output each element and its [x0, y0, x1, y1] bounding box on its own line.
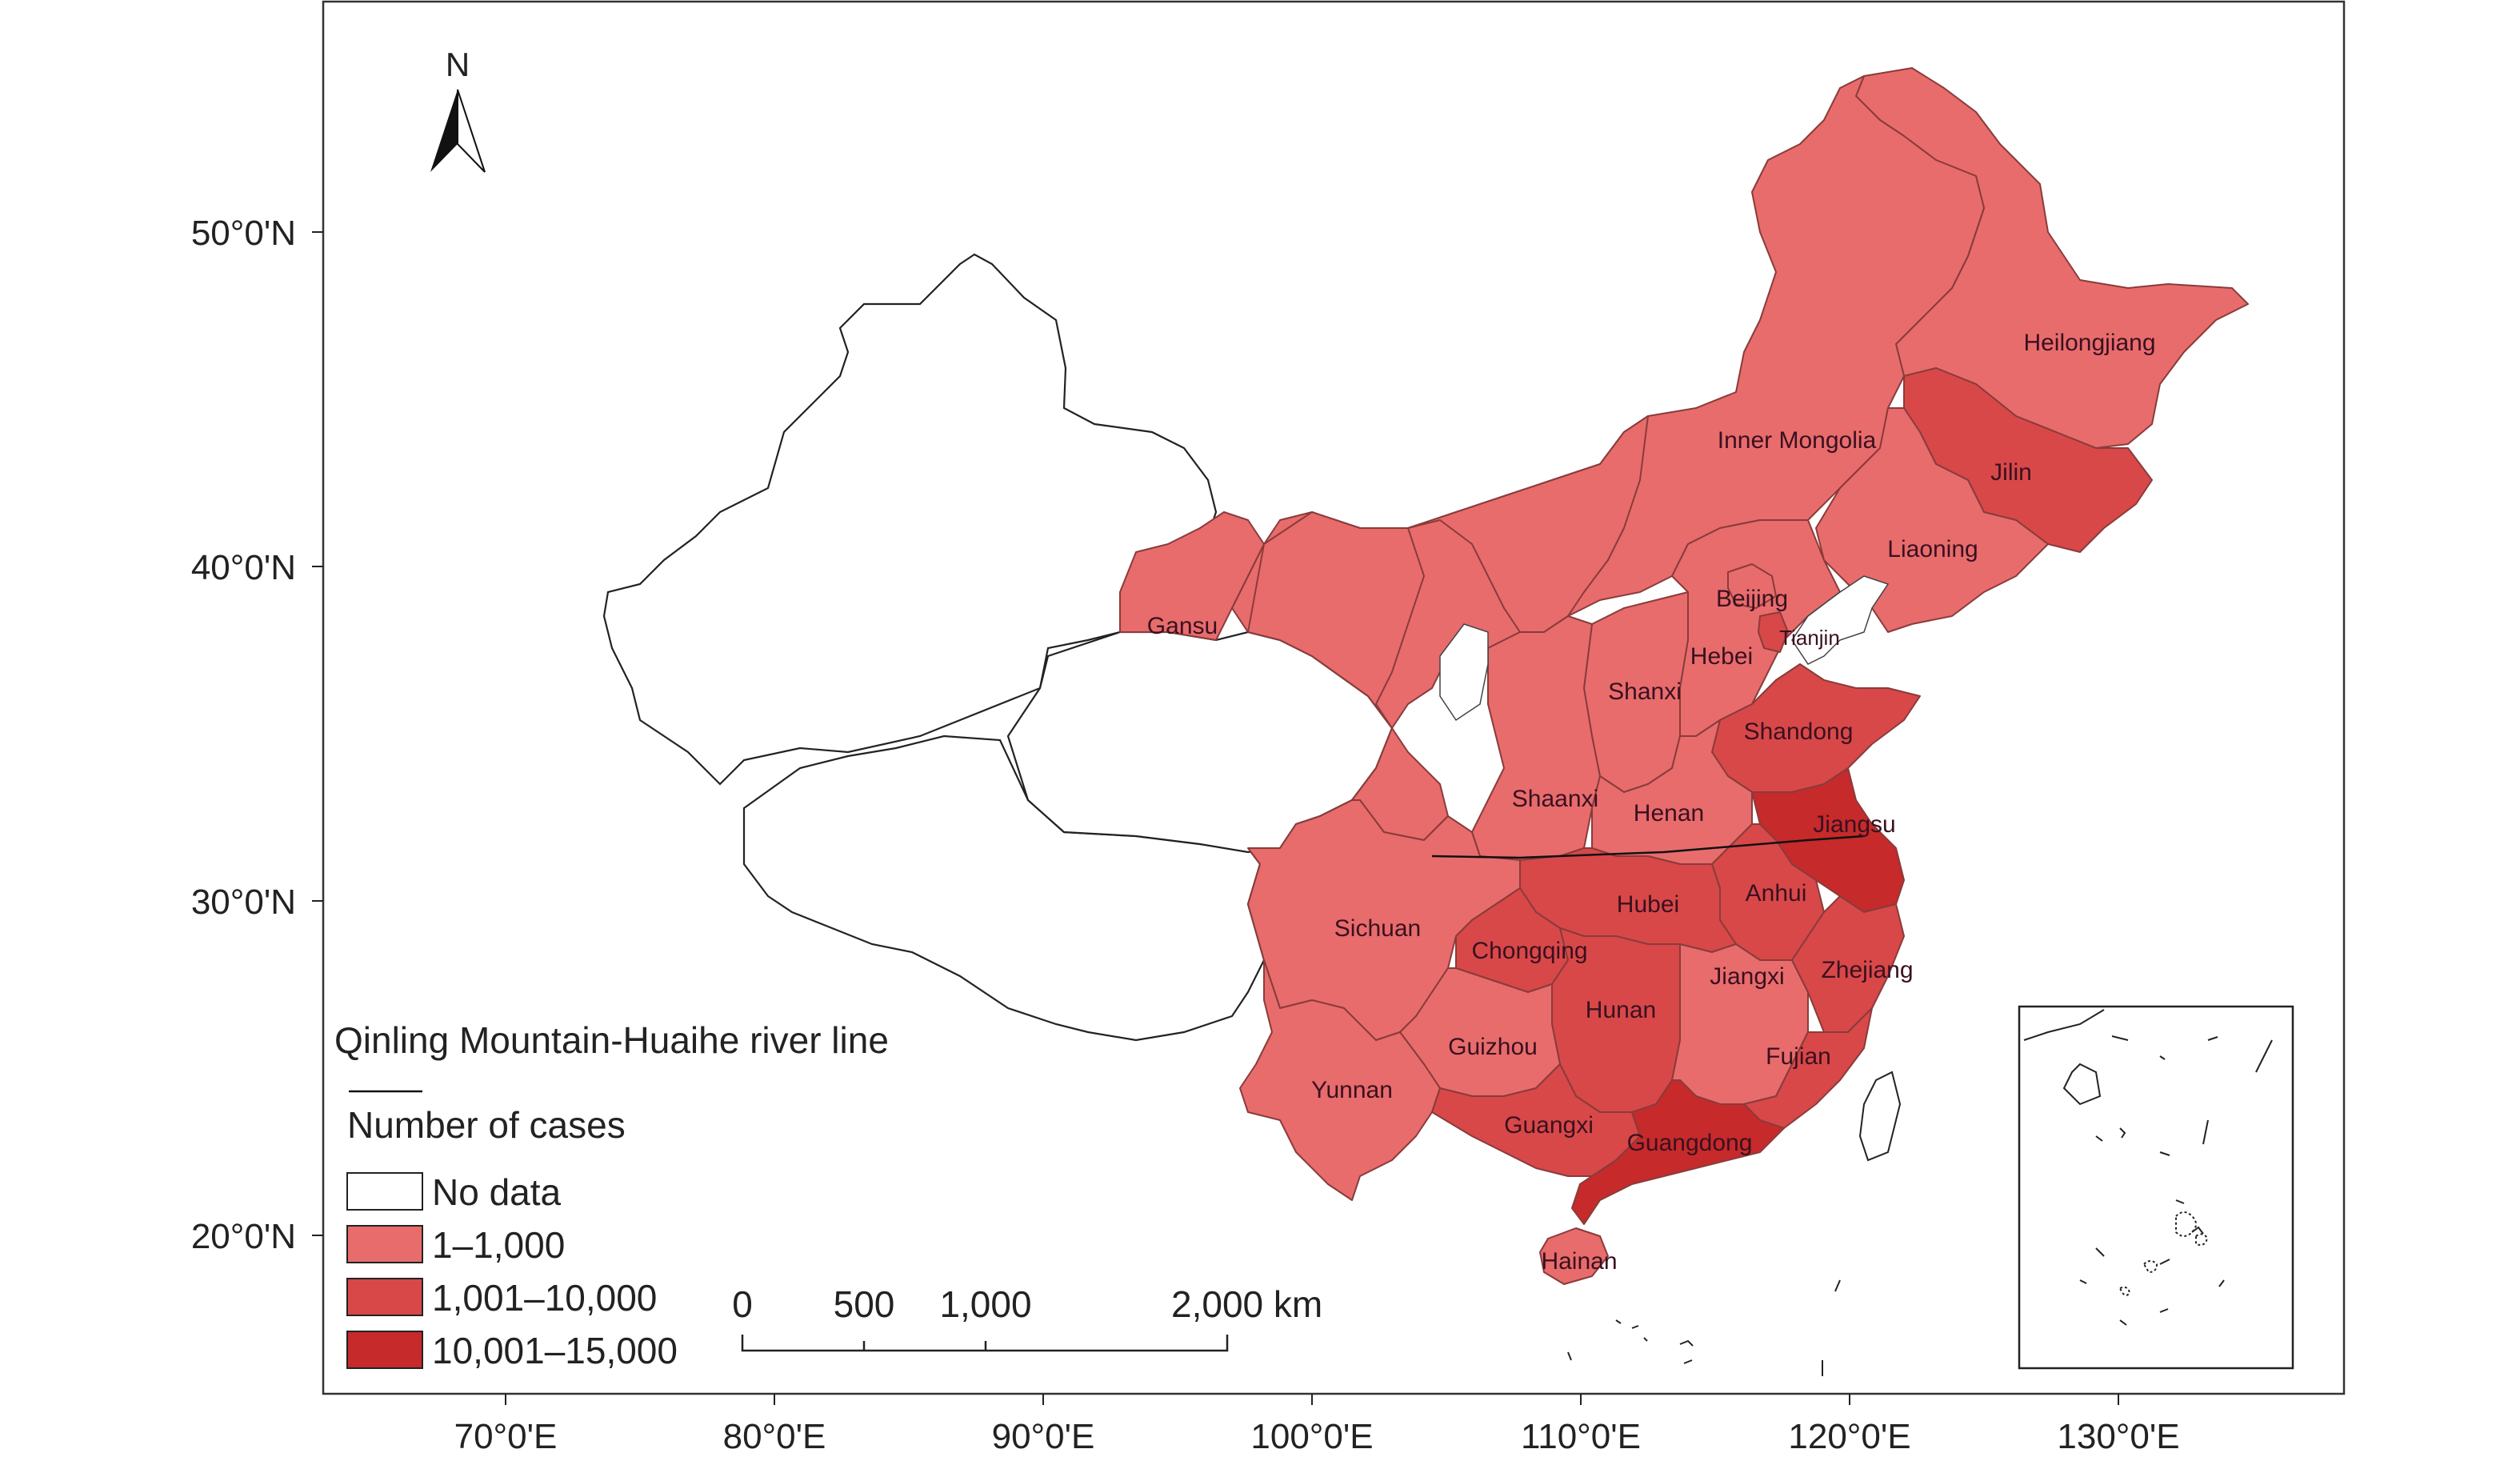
region-hainan	[1539, 1227, 1609, 1285]
lat-axis: 50°0'N 40°0'N 30°0'N 20°0'N	[191, 214, 323, 1256]
province-labels: Heilongjiang Inner Mongolia Jilin Liaoni…	[1147, 330, 2156, 1275]
province-label: Tianjin	[1779, 626, 1840, 650]
scale-label: 500	[834, 1283, 895, 1325]
region-xinjiang	[602, 253, 1218, 786]
scale-bar: 0 500 1,000 2,000 km	[732, 1283, 1322, 1352]
south-china-sea-islands	[1567, 1279, 1841, 1376]
legend-label: 10,001–15,000	[432, 1330, 678, 1371]
lat-tick-label: 20°0'N	[191, 1217, 296, 1256]
province-label: Jiangsu	[1813, 811, 1895, 838]
province-label: Fujian	[1766, 1043, 1831, 1070]
province-label: Shanxi	[1608, 678, 1682, 705]
qinling-huaihe-line	[1431, 835, 1865, 859]
province-label: Zhejiang	[1821, 957, 1913, 983]
province-polygons	[1119, 67, 2249, 1285]
region-ningxia-shaanxi-north	[1407, 415, 1649, 633]
scale-label: 0	[732, 1283, 753, 1325]
province-label: Inner Mongolia	[1718, 427, 1877, 454]
province-label: Sichuan	[1334, 915, 1421, 942]
region-liaoning	[1815, 407, 2049, 633]
legend-swatch	[346, 1172, 423, 1211]
province-label: Henan	[1634, 800, 1704, 827]
province-label: Guizhou	[1448, 1034, 1538, 1060]
region-tianjin	[1758, 611, 1789, 653]
lake	[1439, 623, 1489, 722]
legend-label: No data	[432, 1171, 562, 1213]
north-arrow-label: N	[446, 46, 470, 83]
lon-tick-label: 110°0'E	[1521, 1417, 1641, 1456]
province-label: Gansu	[1147, 613, 1218, 639]
legend-swatch	[346, 1225, 423, 1263]
legend-swatch	[346, 1278, 423, 1316]
province-label: Shandong	[1744, 718, 1854, 745]
province-label: Yunnan	[1311, 1077, 1393, 1103]
province-label: Beijing	[1716, 586, 1788, 612]
province-label: Chongqing	[1471, 938, 1587, 964]
lon-tick-label: 100°0'E	[1250, 1417, 1373, 1456]
region-tibet	[742, 734, 1266, 1042]
province-label: Hunan	[1586, 997, 1656, 1023]
region-hebei	[1671, 519, 1841, 737]
province-label: Guangdong	[1627, 1130, 1753, 1156]
region-yunnan	[1239, 959, 1441, 1201]
legend-label: 1,001–10,000	[432, 1277, 657, 1319]
region-taiwan	[1858, 1071, 1902, 1162]
province-label: Heilongjiang	[2023, 330, 2155, 356]
province-label: Shaanxi	[1512, 786, 1598, 812]
lon-axis: 70°0'E 80°0'E 90°0'E 100°0'E 110°0'E 120…	[454, 1394, 2180, 1456]
lon-tick-label: 70°0'E	[454, 1417, 558, 1456]
lon-tick-label: 120°0'E	[1788, 1417, 1910, 1456]
province-label: Jilin	[1990, 459, 2032, 486]
province-label: Liaoning	[1887, 536, 1978, 562]
map-frame	[322, 0, 2346, 1395]
province-label: Jiangxi	[1710, 963, 1784, 990]
region-shaanxi	[1471, 615, 1601, 861]
lat-tick-label: 30°0'N	[191, 883, 296, 922]
legend-title: Number of cases	[347, 1104, 626, 1146]
legend-swatch	[346, 1331, 423, 1369]
lat-tick-label: 50°0'N	[191, 214, 296, 253]
lon-tick-label: 90°0'E	[992, 1417, 1095, 1456]
province-label: Hubei	[1617, 891, 1679, 918]
province-label: Hainan	[1541, 1248, 1617, 1275]
legend-line-label: Qinling Mountain-Huaihe river line	[334, 1019, 889, 1061]
region-zhejiang	[1791, 895, 1905, 1033]
scale-label: 1,000	[939, 1283, 1031, 1325]
legend-label: 1–1,000	[432, 1224, 565, 1266]
scale-label: 2,000 km	[1171, 1283, 1322, 1325]
lat-tick-label: 40°0'N	[191, 548, 296, 587]
province-label: Guangxi	[1504, 1112, 1594, 1139]
inset-map	[2018, 1005, 2294, 1370]
lon-tick-label: 80°0'E	[723, 1417, 826, 1456]
north-arrow: N	[430, 46, 486, 173]
bohai-sea	[1791, 575, 1890, 665]
legend: Qinling Mountain-Huaihe river line Numbe…	[334, 1019, 889, 1371]
province-label: Hebei	[1690, 643, 1753, 670]
region-guangdong	[1571, 1079, 1785, 1225]
province-label: Anhui	[1746, 880, 1807, 907]
nodata-regions	[602, 253, 1394, 1042]
region-beijing	[1727, 563, 1777, 609]
lon-tick-label: 130°0'E	[2057, 1417, 2179, 1456]
